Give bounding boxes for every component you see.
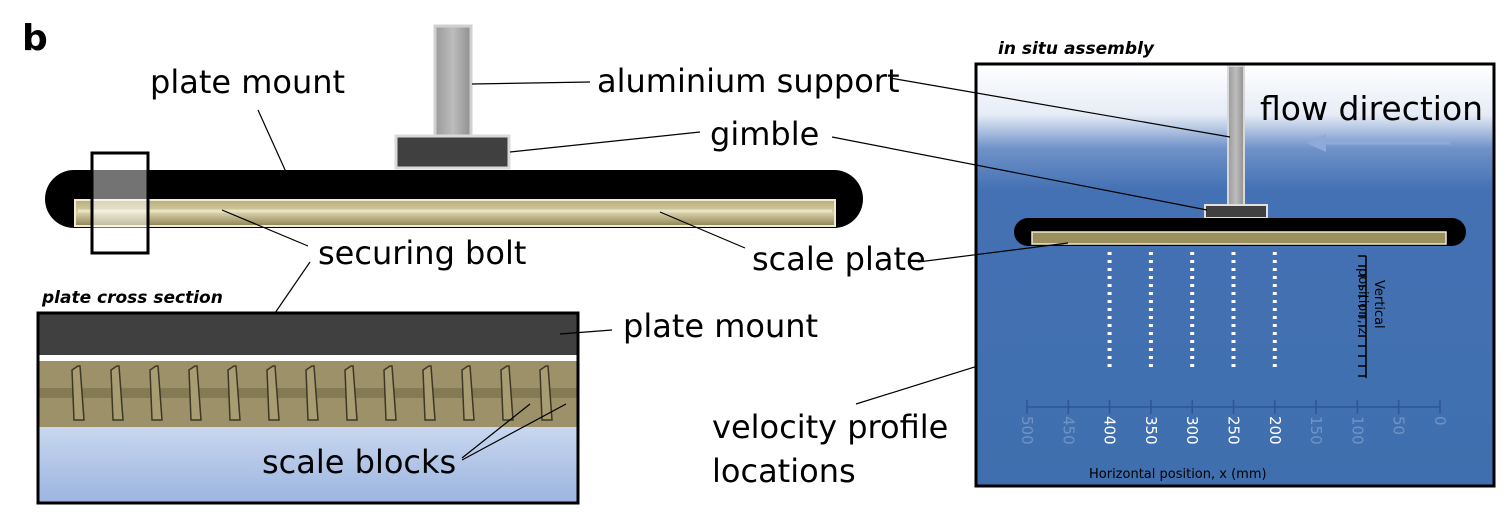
x-axis-label: Horizontal position, x (mm) <box>1089 467 1267 482</box>
label-scale-plate: scale plate <box>752 240 926 278</box>
in-situ-title: in situ assembly <box>998 39 1155 59</box>
in-situ-gimble <box>1204 204 1268 219</box>
leader-scale-blocks-2 <box>461 403 567 461</box>
x-tick-label: 400 <box>1101 416 1119 445</box>
x-tick-label: 200 <box>1266 416 1284 445</box>
label-scale-blocks: scale blocks <box>262 443 456 481</box>
in-situ-support <box>1227 65 1245 207</box>
side-view <box>45 24 863 255</box>
x-tick-label: 100 <box>1348 416 1366 445</box>
cross-section-inset <box>36 311 580 505</box>
leader-scale-blocks-1 <box>461 403 531 459</box>
aluminium-support <box>433 24 473 140</box>
scale-block <box>539 365 553 421</box>
scale-block <box>188 365 202 421</box>
scale-block <box>422 365 436 421</box>
scale-block <box>110 365 124 421</box>
x-tick-label: 250 <box>1225 416 1243 445</box>
securing-bolt-highlight <box>90 151 150 255</box>
x-tick-label: 300 <box>1183 416 1201 445</box>
gimble <box>394 134 511 170</box>
z-label-line2: position, z <box>1355 268 1370 335</box>
label-plate-mount-section: plate mount <box>623 307 818 345</box>
scale-plate <box>74 199 836 227</box>
scale-block <box>383 365 397 421</box>
label-plate-mount-top: plate mount <box>150 63 345 101</box>
x-tick-label: 50 <box>1390 416 1408 435</box>
scale-blocks <box>71 365 553 421</box>
x-tick-label: 500 <box>1018 416 1036 445</box>
scale-block <box>461 365 475 421</box>
panel-letter: b <box>22 18 48 59</box>
x-tick-label: 350 <box>1142 416 1160 445</box>
label-locations: locations <box>712 452 856 490</box>
label-aluminium-support: aluminium support <box>597 62 900 100</box>
in-situ-leader-lines <box>831 77 1231 263</box>
scale-block <box>305 365 319 421</box>
scale-block <box>266 365 280 421</box>
in-situ-scale-plate <box>1031 231 1447 245</box>
flow-arrow <box>1306 134 1450 152</box>
cross-section-title: plate cross section <box>41 288 223 308</box>
horizontal-position-axis: 500 450 400 350 300 250 200 150 100 50 0 <box>1018 400 1449 445</box>
scale-block <box>227 365 241 421</box>
label-gimble: gimble <box>710 115 819 153</box>
scale-block <box>344 365 358 421</box>
scale-block <box>500 365 514 421</box>
label-flow-direction: flow direction <box>1260 89 1483 128</box>
leader-plate-mount-section <box>559 329 613 335</box>
x-tick-label: 150 <box>1307 416 1325 445</box>
z-label-line1: Vertical <box>1371 280 1386 329</box>
leader-lines <box>217 81 746 397</box>
in-situ-inset: Vertical position, z 500 450 400 350 300 250 2… <box>974 62 1496 488</box>
label-securing-bolt: securing bolt <box>318 234 526 272</box>
scale-block <box>71 365 85 421</box>
vertical-position-axis <box>1358 255 1367 378</box>
x-tick-label: 450 <box>1059 416 1077 445</box>
x-tick-label: 0 <box>1431 416 1449 426</box>
velocity-profiles <box>1107 252 1277 368</box>
label-velocity-profile: velocity profile <box>712 408 948 446</box>
scale-block <box>149 365 163 421</box>
